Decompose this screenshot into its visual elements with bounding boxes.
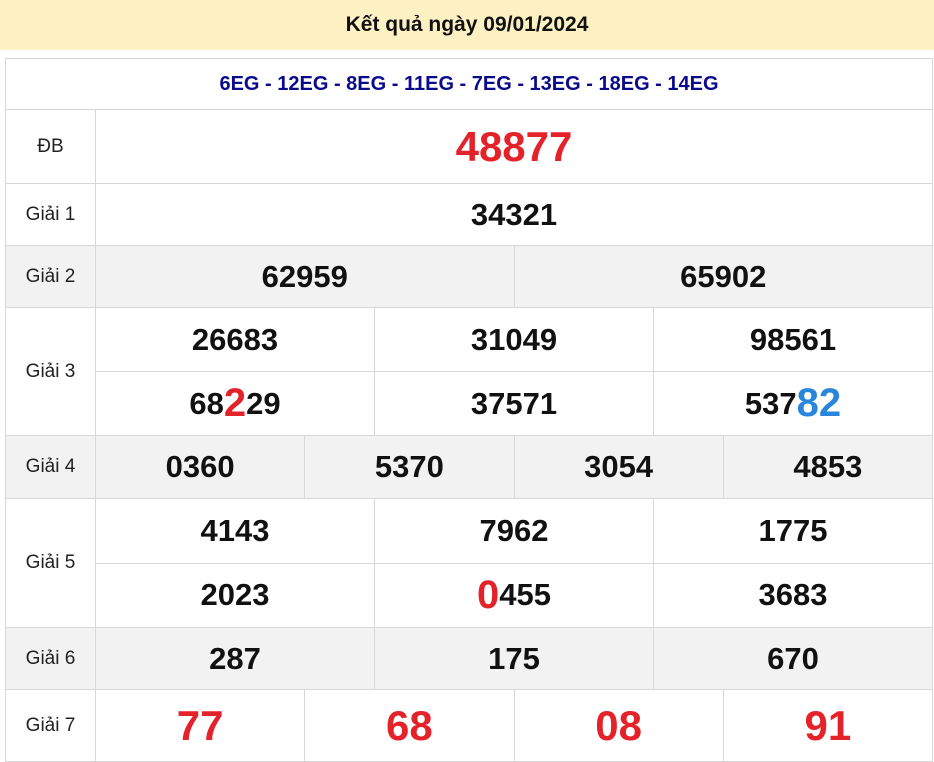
digits: 175	[488, 640, 540, 676]
prize-label: Giải 7	[6, 690, 96, 761]
prize-number: 5370	[304, 436, 513, 498]
prize-subrow: 2023 0 455 3683	[96, 562, 932, 628]
prize-row: Giải 4 0360 5370 3054 4853	[6, 436, 933, 499]
prize-number: 68 2 29	[96, 372, 374, 435]
digits: 34321	[470, 196, 558, 232]
highlighted-digits: 91	[804, 701, 852, 749]
highlighted-digits: 48877	[455, 122, 573, 170]
digits: 5370	[374, 449, 444, 484]
prize-numbers: 4143 7962 1775 2023 0 455 3683	[96, 499, 932, 627]
prize-number: 0360	[96, 436, 304, 498]
prize-number: 175	[374, 628, 653, 689]
prize-row: ĐB 48877	[6, 110, 933, 184]
digits: 29	[246, 385, 281, 421]
prize-label: ĐB	[6, 110, 96, 183]
digits: 670	[767, 640, 819, 676]
digits: 0360	[165, 449, 235, 484]
digits: 3683	[758, 577, 828, 613]
digits: 2023	[200, 577, 270, 613]
prize-subrow: 62959 65902	[96, 246, 932, 307]
prize-number: 68	[304, 690, 513, 761]
prize-numbers: 62959 65902	[96, 246, 932, 307]
prize-subrow: 68 2 29 37571 537 82	[96, 371, 932, 435]
prize-subrow: 26683 31049 98561	[96, 308, 932, 371]
prize-label: Giải 3	[6, 308, 96, 435]
highlighted-digits: 2	[223, 381, 247, 425]
digits: 37571	[470, 385, 558, 421]
prize-number: 4143	[96, 499, 374, 563]
highlighted-digits: 08	[595, 701, 642, 749]
prize-subrow: 34321	[96, 184, 932, 245]
digits: 26683	[191, 321, 279, 357]
ticket-codes-row: 6EG - 12EG - 8EG - 11EG - 7EG - 13EG - 1…	[6, 59, 933, 110]
prize-number: 37571	[374, 372, 653, 435]
highlighted-digits: 68	[386, 701, 433, 749]
prize-number: 77	[96, 690, 304, 761]
prize-number: 65902	[513, 246, 933, 307]
header-title: Kết quả ngày 09/01/2024	[345, 13, 589, 36]
prize-numbers: 26683 31049 98561 68 2 29 37571 537 82	[96, 308, 932, 435]
highlighted-digits: 77	[176, 701, 224, 749]
prize-number: 62959	[96, 246, 514, 307]
prize-number: 670	[653, 628, 932, 689]
prize-numbers: 34321	[96, 184, 932, 245]
prize-number: 3054	[513, 436, 723, 498]
prize-number: 1775	[653, 499, 932, 563]
highlighted-digits: 0	[477, 572, 500, 617]
prize-subrow: 4143 7962 1775	[96, 499, 932, 563]
prize-label: Giải 4	[6, 436, 96, 498]
prize-subrow: 48877	[96, 110, 932, 183]
prize-number: 537 82	[653, 372, 932, 435]
prize-row: Giải 5 4143 7962 1775 2023 0 455 3683	[6, 499, 933, 628]
prize-number: 2023	[96, 564, 374, 628]
digits: 4853	[793, 449, 863, 484]
prize-label: Giải 1	[6, 184, 96, 245]
digits: 455	[499, 577, 551, 613]
digits: 537	[744, 385, 797, 421]
ticket-codes: 6EG - 12EG - 8EG - 11EG - 7EG - 13EG - 1…	[219, 72, 719, 95]
results-table: 6EG - 12EG - 8EG - 11EG - 7EG - 13EG - 1…	[5, 58, 933, 762]
prize-label: Giải 6	[6, 628, 96, 689]
digits: 1775	[758, 512, 828, 548]
prize-label: Giải 5	[6, 499, 96, 627]
digits: 98561	[749, 321, 837, 357]
prize-row: Giải 3 26683 31049 98561 68 2 29 37571 537 82	[6, 308, 933, 436]
prize-number: 0 455	[374, 563, 653, 627]
prize-numbers: 77 68 08 91	[96, 690, 932, 761]
prize-number: 7962	[374, 499, 653, 563]
prize-number: 48877	[96, 110, 932, 183]
highlighted-digits: 82	[796, 381, 842, 425]
digits: 287	[209, 640, 261, 676]
prize-number: 31049	[374, 308, 653, 371]
prize-number: 91	[722, 690, 932, 761]
prize-number: 3683	[653, 563, 932, 627]
digits: 65902	[680, 258, 767, 294]
prize-row: Giải 6 287 175 670	[6, 628, 933, 690]
prize-number: 287	[96, 628, 374, 689]
prize-numbers: 48877	[96, 110, 932, 183]
prize-number: 34321	[96, 184, 932, 245]
prize-number: 26683	[96, 308, 374, 371]
digits: 62959	[261, 258, 348, 294]
prize-subrow: 77 68 08 91	[96, 690, 932, 761]
prize-numbers: 287 175 670	[96, 628, 932, 689]
digits: 68	[189, 385, 224, 421]
results-date-header: Kết quả ngày 09/01/2024	[0, 0, 934, 50]
digits: 31049	[470, 321, 558, 357]
prize-number: 4853	[722, 436, 932, 498]
prize-numbers: 0360 5370 3054 4853	[96, 436, 932, 498]
digits: 7962	[479, 512, 549, 548]
prize-number: 98561	[653, 308, 932, 371]
prize-number: 08	[513, 690, 723, 761]
prize-subrow: 287 175 670	[96, 628, 932, 689]
prize-row: Giải 2 62959 65902	[6, 246, 933, 308]
prize-row: Giải 1 34321	[6, 184, 933, 246]
prize-label: Giải 2	[6, 246, 96, 307]
digits: 4143	[200, 512, 270, 548]
prize-row: Giải 7 77 68 08 91	[6, 690, 933, 762]
digits: 3054	[584, 449, 654, 484]
prize-subrow: 0360 5370 3054 4853	[96, 436, 932, 498]
